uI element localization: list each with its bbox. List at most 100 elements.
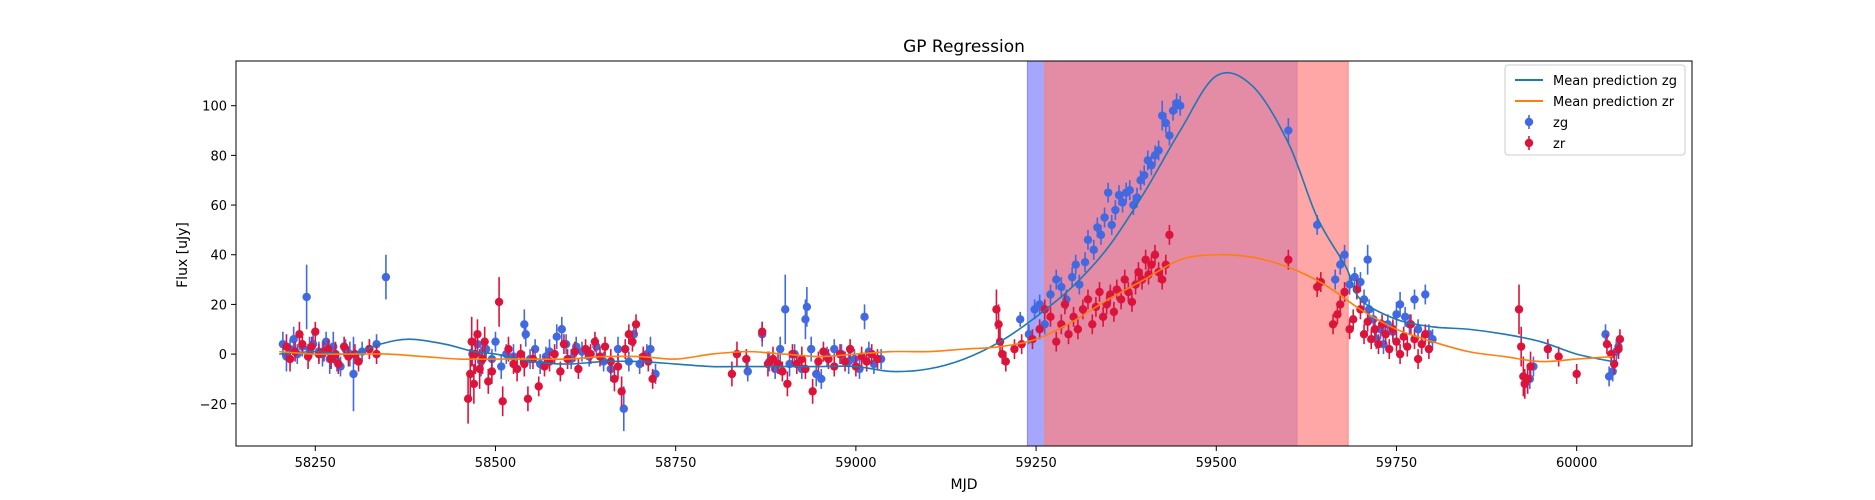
data-point-zg xyxy=(1363,255,1372,264)
data-point-zr xyxy=(473,330,482,339)
data-point-zr xyxy=(1060,300,1070,309)
data-point-zr xyxy=(1370,325,1380,334)
data-point-zr xyxy=(586,349,595,359)
data-point-zr xyxy=(1345,325,1354,334)
data-point-zr xyxy=(1161,260,1171,269)
data-point-zr xyxy=(742,354,751,364)
data-point-zg xyxy=(1052,275,1061,284)
data-point-zr xyxy=(484,377,493,386)
data-point-zr xyxy=(466,369,475,379)
data-point-zg xyxy=(1093,223,1102,232)
data-point-zg xyxy=(1340,250,1349,259)
data-point-zr xyxy=(1516,342,1526,351)
data-point-zg xyxy=(1103,188,1113,197)
data-point-zg xyxy=(1165,131,1174,140)
data-point-zr xyxy=(1158,275,1167,284)
data-point-zg xyxy=(802,302,812,312)
data-point-zg xyxy=(1350,272,1359,282)
data-point-zr xyxy=(1078,305,1088,314)
data-point-zr xyxy=(311,327,320,336)
data-point-zr xyxy=(1395,349,1405,359)
data-point-zr xyxy=(648,374,657,384)
data-point-zr xyxy=(534,382,543,391)
data-point-zr xyxy=(819,347,828,356)
data-point-zg xyxy=(817,374,826,384)
legend-box xyxy=(1504,64,1686,156)
data-point-zg xyxy=(1395,300,1405,309)
data-point-zg xyxy=(552,332,561,341)
data-point-zg xyxy=(1158,111,1167,120)
series-zr xyxy=(282,224,1625,424)
data-point-zg xyxy=(1161,118,1171,128)
data-point-zg xyxy=(860,312,869,322)
data-point-zr xyxy=(570,347,579,356)
x-tick-label: 58750 xyxy=(655,456,696,471)
data-point-zr xyxy=(523,394,533,404)
data-point-zg xyxy=(349,369,358,379)
legend-label: Mean prediction zr xyxy=(1553,95,1675,110)
data-point-zg xyxy=(1154,146,1163,155)
data-point-zr xyxy=(498,397,507,406)
data-point-zg xyxy=(1147,161,1156,170)
data-point-zr xyxy=(617,387,626,396)
data-point-zr xyxy=(285,354,295,364)
legend-label: zg xyxy=(1553,116,1568,131)
data-point-zr xyxy=(1424,344,1434,354)
data-point-zr xyxy=(282,342,291,351)
shaded-region-2 xyxy=(1044,61,1349,446)
data-point-zr xyxy=(835,349,845,359)
data-point-zr xyxy=(994,320,1003,329)
data-point-zg xyxy=(801,315,810,324)
data-point-zr xyxy=(631,320,641,329)
data-point-zr xyxy=(1336,300,1345,309)
data-point-zr xyxy=(840,357,850,366)
legend-swatch-point xyxy=(1524,117,1534,127)
data-point-zr xyxy=(1109,307,1119,317)
data-point-zr xyxy=(1602,339,1612,349)
y-tick-label: −20 xyxy=(200,398,227,413)
data-point-zg xyxy=(1356,277,1365,287)
data-point-zr xyxy=(1095,287,1104,297)
line-mean-prediction-zr xyxy=(279,253,1613,363)
data-point-zr xyxy=(610,374,619,384)
data-point-zr xyxy=(1514,305,1524,314)
data-point-zr xyxy=(307,342,316,351)
data-point-zr xyxy=(590,337,600,346)
data-point-zr xyxy=(1374,339,1383,349)
data-point-zr xyxy=(1367,334,1376,344)
data-point-zr xyxy=(628,337,637,346)
data-point-zr xyxy=(797,354,807,364)
data-point-zg xyxy=(289,334,298,344)
data-point-zr xyxy=(778,367,787,376)
data-point-zr xyxy=(624,330,634,339)
x-tick-label: 59500 xyxy=(1196,456,1237,471)
data-point-zr xyxy=(873,354,882,364)
data-point-zg xyxy=(1080,257,1090,267)
data-point-zr xyxy=(1083,295,1093,304)
y-tick-label: 0 xyxy=(219,348,227,363)
data-point-zr xyxy=(1147,260,1156,269)
data-point-zr xyxy=(516,349,525,359)
data-point-zg xyxy=(1057,282,1066,292)
data-point-zr xyxy=(1377,320,1387,329)
data-point-zg xyxy=(613,344,623,354)
legend-label: zr xyxy=(1553,137,1566,152)
data-point-zg xyxy=(1400,312,1410,322)
data-point-zr xyxy=(480,337,489,346)
data-point-zg xyxy=(619,404,628,413)
data-point-zr xyxy=(1615,334,1625,344)
data-point-zg xyxy=(1336,260,1345,269)
data-point-zr xyxy=(783,379,792,389)
data-point-zr xyxy=(1088,320,1097,329)
y-tick-label: 60 xyxy=(210,199,227,214)
x-axis-label: MJD xyxy=(951,477,978,493)
data-point-zg xyxy=(491,337,500,346)
data-point-zr xyxy=(1543,344,1553,354)
y-tick-label: 40 xyxy=(210,249,227,264)
data-point-zg xyxy=(1139,171,1149,180)
data-point-zg xyxy=(1046,290,1055,299)
data-point-zr xyxy=(334,359,343,369)
data-point-zr xyxy=(814,357,823,366)
data-point-zr xyxy=(504,344,513,354)
data-point-zr xyxy=(1359,330,1369,339)
